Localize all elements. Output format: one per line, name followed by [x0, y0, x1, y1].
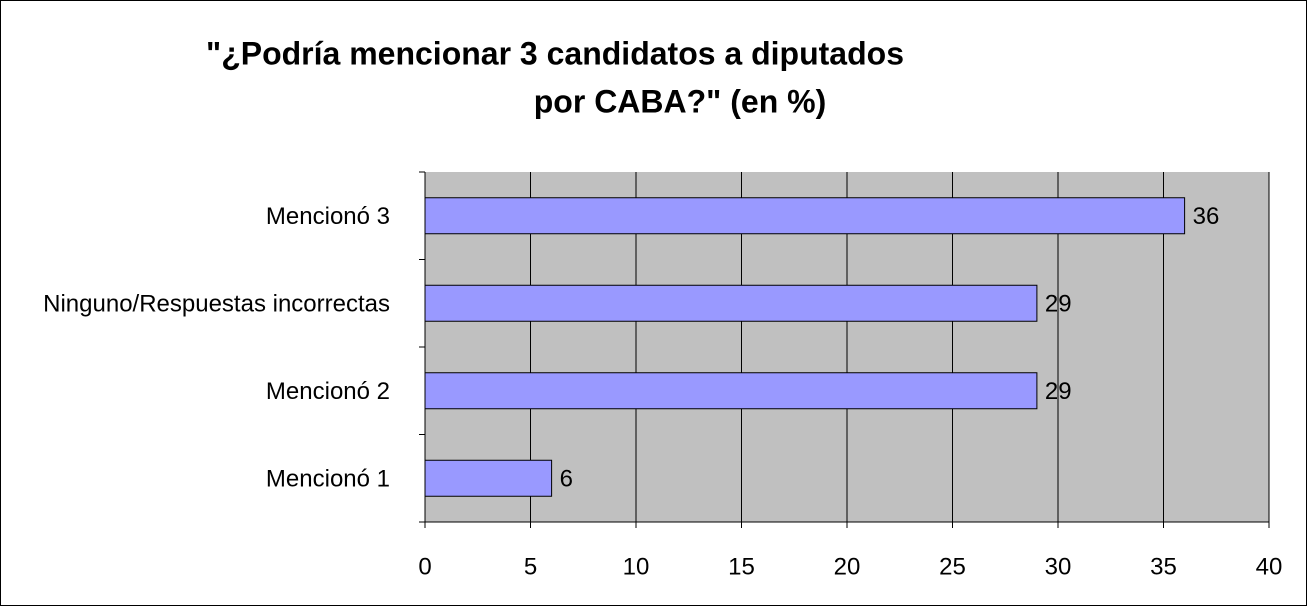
bar — [424, 284, 1038, 322]
data-label: 29 — [1045, 291, 1072, 318]
data-label: 36 — [1193, 203, 1220, 230]
x-tick-label: 35 — [1150, 553, 1177, 580]
bar — [424, 459, 553, 497]
x-tick-label: 15 — [728, 553, 755, 580]
y-tick-label: Ninguno/Respuestas incorrectas — [43, 291, 390, 318]
chart-title: "¿Podría mencionar 3 candidatos a diputa… — [206, 35, 904, 71]
data-label: 6 — [560, 466, 573, 493]
x-tick-label: 30 — [1045, 553, 1072, 580]
y-tick-label: Mencionó 1 — [266, 466, 390, 493]
chart-title: por CABA?" (en %) — [534, 83, 826, 119]
x-tick-label: 20 — [834, 553, 861, 580]
y-tick-label: Mencionó 3 — [266, 203, 390, 230]
x-tick-label: 25 — [939, 553, 966, 580]
x-tick-label: 10 — [623, 553, 650, 580]
x-tick-label: 0 — [418, 553, 431, 580]
bar — [424, 372, 1038, 410]
data-label: 29 — [1045, 378, 1072, 405]
bar — [424, 197, 1186, 235]
x-tick-label: 5 — [524, 553, 537, 580]
y-tick-label: Mencionó 2 — [266, 378, 390, 405]
x-tick-label: 40 — [1256, 553, 1283, 580]
